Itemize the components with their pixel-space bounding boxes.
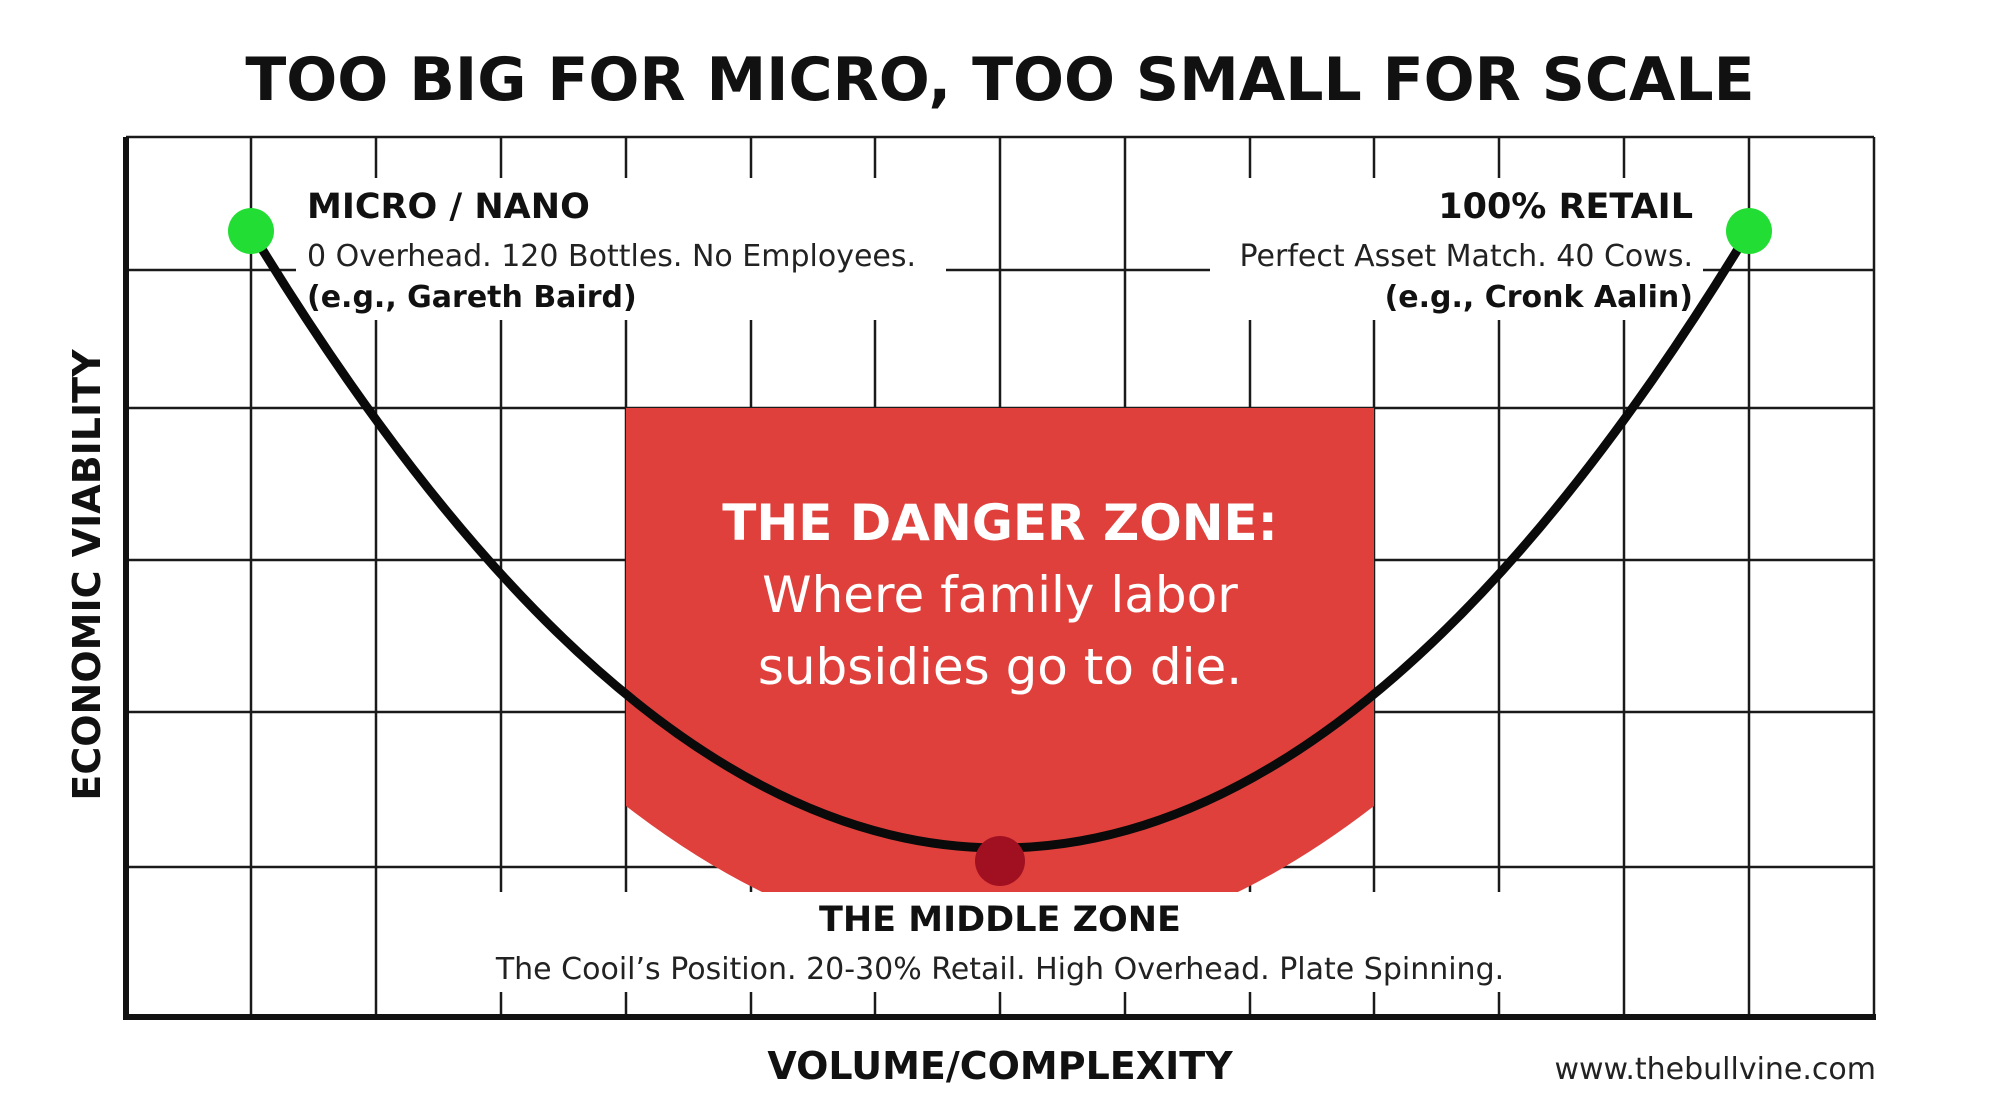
x-axis-label: VOLUME/COMPLEXITY: [767, 1044, 1233, 1088]
y-axis-label: ECONOMIC VIABILITY: [65, 349, 109, 801]
retail-details: Perfect Asset Match. 40 Cows.: [1240, 239, 1694, 274]
left-label-backdrop: [296, 178, 946, 320]
right-label-backdrop: [1210, 178, 1703, 320]
danger-zone-line-2: Where family labor: [762, 566, 1238, 624]
micro-nano-details: 0 Overhead. 120 Bottles. No Employees.: [307, 239, 916, 274]
middle-label-backdrop: [450, 892, 1550, 992]
micro-nano-example: (e.g., Gareth Baird): [307, 280, 637, 315]
retail-example: (e.g., Cronk Aalin): [1385, 280, 1693, 315]
danger-zone-line-3: subsidies go to die.: [758, 638, 1242, 696]
middle-zone-heading: THE MIDDLE ZONE: [819, 900, 1181, 940]
danger-zone-title: THE DANGER ZONE:: [722, 494, 1277, 552]
danger-zone-box: [626, 408, 1374, 806]
source-url[interactable]: www.thebullvine.com: [1554, 1052, 1876, 1087]
micro-nano-heading: MICRO / NANO: [307, 187, 590, 227]
middle-zone-point: [975, 836, 1025, 886]
retail-point: [1726, 208, 1772, 254]
diagram-title: TOO BIG FOR MICRO, TOO SMALL FOR SCALE: [245, 45, 1754, 115]
micro-nano-point: [228, 208, 274, 254]
retail-heading: 100% RETAIL: [1438, 187, 1693, 227]
middle-zone-description: The Cooil’s Position. 20-30% Retail. Hig…: [495, 952, 1504, 987]
